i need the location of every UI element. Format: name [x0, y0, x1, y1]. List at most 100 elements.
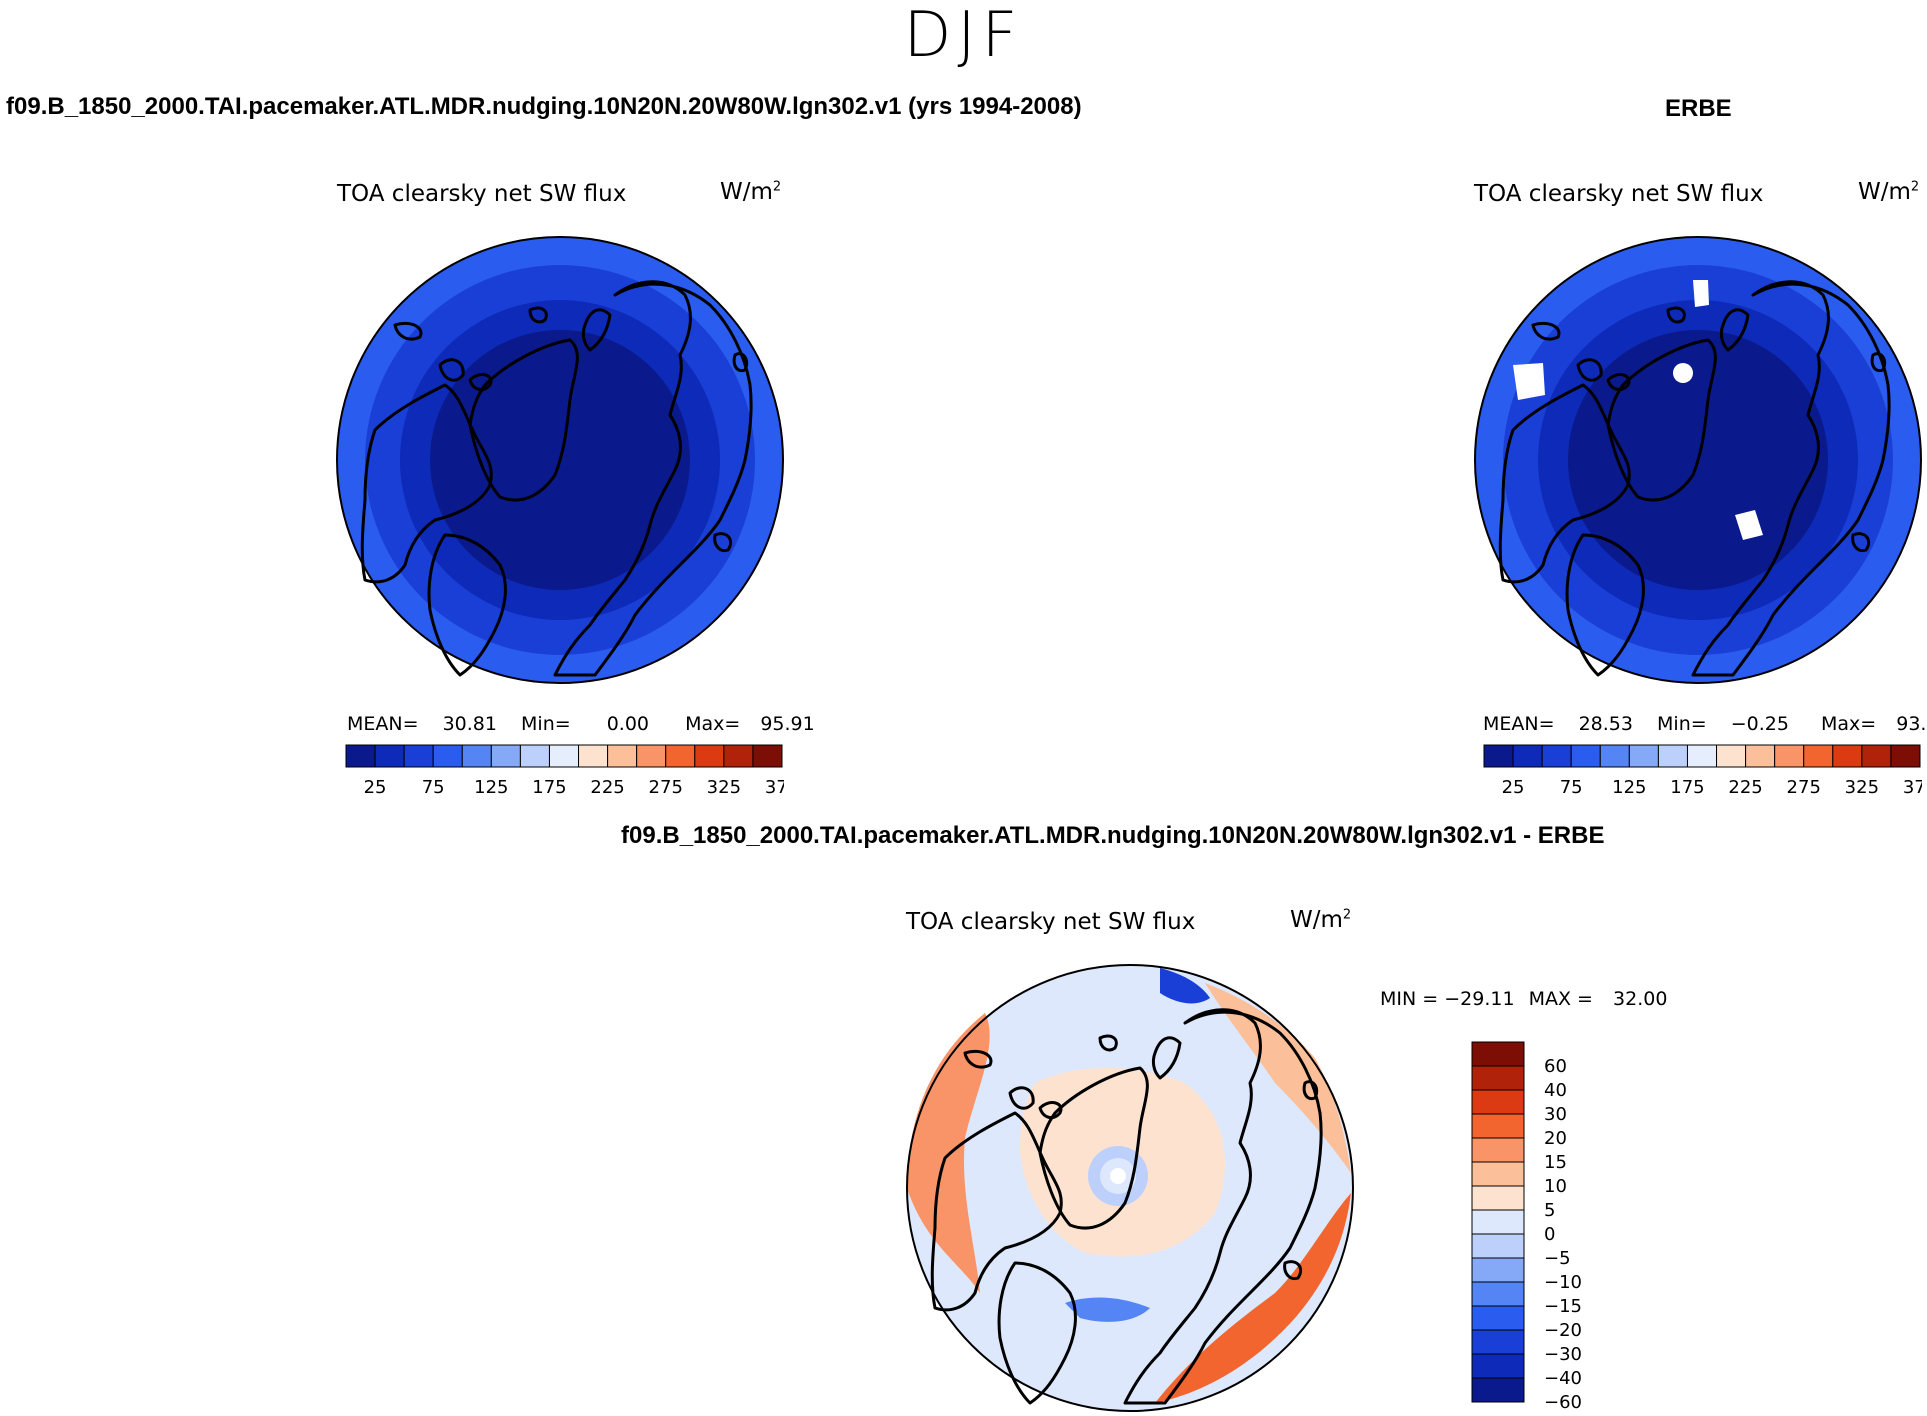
hbar0-tick-label: 325	[707, 777, 741, 798]
hbar0-swatch-5	[490, 744, 521, 768]
hbar1-swatch-13	[1861, 744, 1892, 768]
hbar1-swatch-9	[1745, 744, 1776, 768]
hbar0-swatch-11	[665, 744, 696, 768]
hbar0-swatch-6	[519, 744, 550, 768]
vbar2-swatch-9	[1471, 1257, 1525, 1283]
hbar0-swatch-2	[403, 744, 434, 768]
hbar0-tick-label: 75	[422, 777, 445, 798]
vbar2-swatch-10	[1471, 1281, 1525, 1307]
vbar2-tick-label: 15	[1544, 1152, 1567, 1173]
hbar0-swatch-3	[432, 744, 463, 768]
hbar0-tick-label: 275	[649, 777, 683, 798]
vbar2-tick-label: 20	[1544, 1128, 1567, 1149]
hbar1-swatch-4	[1599, 744, 1630, 768]
hbar0-swatch-13	[723, 744, 754, 768]
hbar1-swatch-5	[1628, 744, 1659, 768]
map1-coastline-5	[1691, 280, 1891, 677]
hbar1-swatch-2	[1541, 744, 1572, 768]
vbar2-swatch-6	[1471, 1185, 1525, 1211]
vbar2-tick-label: −30	[1544, 1344, 1582, 1365]
hbar0-swatch-9	[607, 744, 638, 768]
hbar1-swatch-7	[1686, 744, 1718, 768]
hbar1-tick-label: 275	[1787, 777, 1821, 798]
vbar2-swatch-1	[1471, 1065, 1525, 1091]
map0-coastline-7	[528, 306, 548, 324]
hbar0-swatch-8	[578, 744, 609, 768]
hbar1-swatch-14	[1890, 744, 1921, 768]
hbar1-swatch-8	[1716, 744, 1747, 768]
vbar2-tick-label: 0	[1544, 1224, 1555, 1245]
left-case-title: f09.B_1850_2000.TAI.pacemaker.ATL.MDR.nu…	[6, 93, 1082, 120]
map2-cold-patch-south	[1065, 1297, 1150, 1322]
vbar2-swatch-8	[1471, 1233, 1525, 1259]
map1-coastline-4	[1565, 533, 1645, 677]
hbar1-tick-label: 225	[1728, 777, 1762, 798]
hbar0-swatch-4	[461, 744, 492, 768]
vbar2-swatch-11	[1471, 1305, 1525, 1331]
left-colorbar: 25 75 125 175 225 275 325 375	[345, 744, 784, 798]
map0-coastline-9	[713, 532, 733, 553]
vbar2-swatch-14	[1471, 1377, 1525, 1403]
map2-coastline-4	[997, 1261, 1077, 1405]
hbar1-swatch-1	[1512, 744, 1543, 768]
hbar1-swatch-12	[1832, 744, 1863, 768]
map1-missing-patch-north	[1693, 280, 1709, 307]
vbar2-tick-label: 60	[1544, 1056, 1567, 1077]
right-colorbar: 25 75 125 175 225 275 325 375	[1483, 744, 1922, 798]
map2-warm-patch-east	[1205, 983, 1351, 1173]
map1-coastline-2	[1576, 358, 1603, 382]
diff-min-label: MIN =	[1380, 988, 1439, 1010]
map0-coastline-8	[393, 321, 423, 341]
hbar1-tick-label: 25	[1502, 777, 1525, 798]
map2-warm-patch-southeast	[1155, 1193, 1351, 1403]
hbar0-tick-label: 125	[474, 777, 508, 798]
vbar2-swatch-5	[1471, 1161, 1525, 1187]
map1-coastline-1	[1498, 383, 1631, 584]
map2-coastline-10	[1302, 1080, 1319, 1101]
map2-pole-center	[1110, 1168, 1126, 1184]
vbar2-swatch-13	[1471, 1353, 1525, 1379]
right-units: W/m2	[1858, 179, 1920, 205]
left-variable-title: TOA clearsky net SW flux	[337, 181, 627, 207]
right-min-label: Min=	[1657, 713, 1707, 735]
vbar2-swatch-0	[1471, 1041, 1525, 1067]
right-min-value: −0.25	[1730, 713, 1789, 735]
map0-coastline-5	[553, 280, 753, 677]
diff-variable-title: TOA clearsky net SW flux	[906, 909, 1196, 935]
hbar0-swatch-10	[636, 744, 667, 768]
diff-max-label: MAX =	[1528, 988, 1593, 1010]
hbar0-swatch-7	[548, 744, 580, 768]
hbar1-tick-label: 175	[1670, 777, 1704, 798]
right-case-title: ERBE	[1665, 95, 1732, 122]
vbar2-tick-label: −10	[1544, 1272, 1582, 1293]
hbar0-tick-label: 375	[765, 777, 784, 798]
hbar0-swatch-12	[694, 744, 725, 768]
left-min-label: Min=	[521, 713, 571, 735]
map0-coastline-1	[360, 383, 493, 584]
hbar0-tick-label: 175	[532, 777, 566, 798]
hbar1-tick-label: 375	[1903, 777, 1922, 798]
left-mean-value: 30.81	[442, 713, 497, 735]
diff-stats: MIN = −29.11 MAX = 32.00	[1380, 988, 1667, 1010]
diff-max-value: 32.00	[1613, 988, 1668, 1010]
hbar1-swatch-10	[1774, 744, 1805, 768]
map2-cold-patch-north	[1160, 968, 1210, 1004]
left-max-label: Max=	[685, 713, 741, 735]
hbar0-tick-label: 225	[590, 777, 624, 798]
hbar1-tick-label: 75	[1560, 777, 1583, 798]
map1-coastline-8	[1531, 321, 1561, 341]
right-max-value: 93.57	[1896, 713, 1927, 735]
map0-coastline-6	[581, 308, 612, 352]
map1-missing-patch-west	[1513, 363, 1545, 400]
hbar1-swatch-3	[1570, 744, 1601, 768]
vbar2-tick-label: −5	[1544, 1248, 1571, 1269]
vbar2-tick-label: −60	[1544, 1392, 1582, 1410]
diff-case-title: f09.B_1850_2000.TAI.pacemaker.ATL.MDR.nu…	[621, 822, 1605, 849]
map1-coastline-6	[1719, 308, 1750, 352]
map1-missing-pole	[1673, 363, 1693, 383]
map2-boundary	[906, 964, 1354, 1412]
hbar0-swatch-0	[345, 744, 376, 768]
left-min-value: 0.00	[606, 713, 650, 735]
map2-coastline-9	[1283, 1260, 1303, 1281]
diff-min-value: −29.11	[1444, 988, 1515, 1010]
